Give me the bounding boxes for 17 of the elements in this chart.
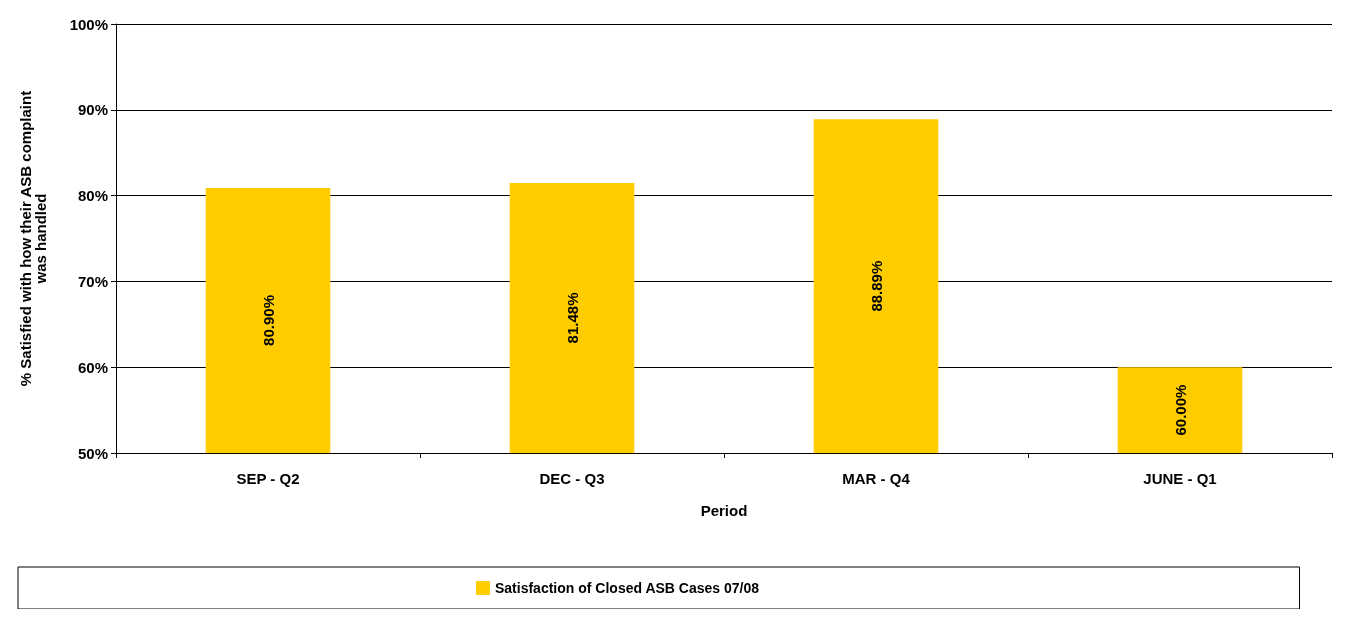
x-tick-label: SEP - Q2	[236, 470, 300, 487]
x-tick-label: MAR - Q4	[842, 470, 911, 487]
legend-label: Satisfaction of Closed ASB Cases 07/08	[495, 580, 760, 596]
y-tick-label: 60%	[77, 358, 108, 376]
y-tick-label: 100%	[69, 15, 108, 33]
y-tick-label: 50%	[77, 444, 108, 462]
y-tick-label: 80%	[77, 187, 108, 205]
x-tick-label: DEC - Q3	[539, 470, 605, 487]
data-label: 81.48%	[563, 292, 581, 344]
data-label: 60.00%	[1171, 384, 1189, 436]
data-label: 88.89%	[867, 260, 885, 312]
y-tick-label: 90%	[77, 101, 108, 119]
y-tick-label: 70%	[77, 272, 108, 290]
y-axis-title: % Satisfied with how their ASB complaint was handled	[17, 90, 49, 387]
data-label: 80.90%	[259, 295, 277, 346]
x-axis-title: Period	[700, 502, 748, 519]
x-tick-label: JUNE - Q1	[1143, 470, 1217, 487]
